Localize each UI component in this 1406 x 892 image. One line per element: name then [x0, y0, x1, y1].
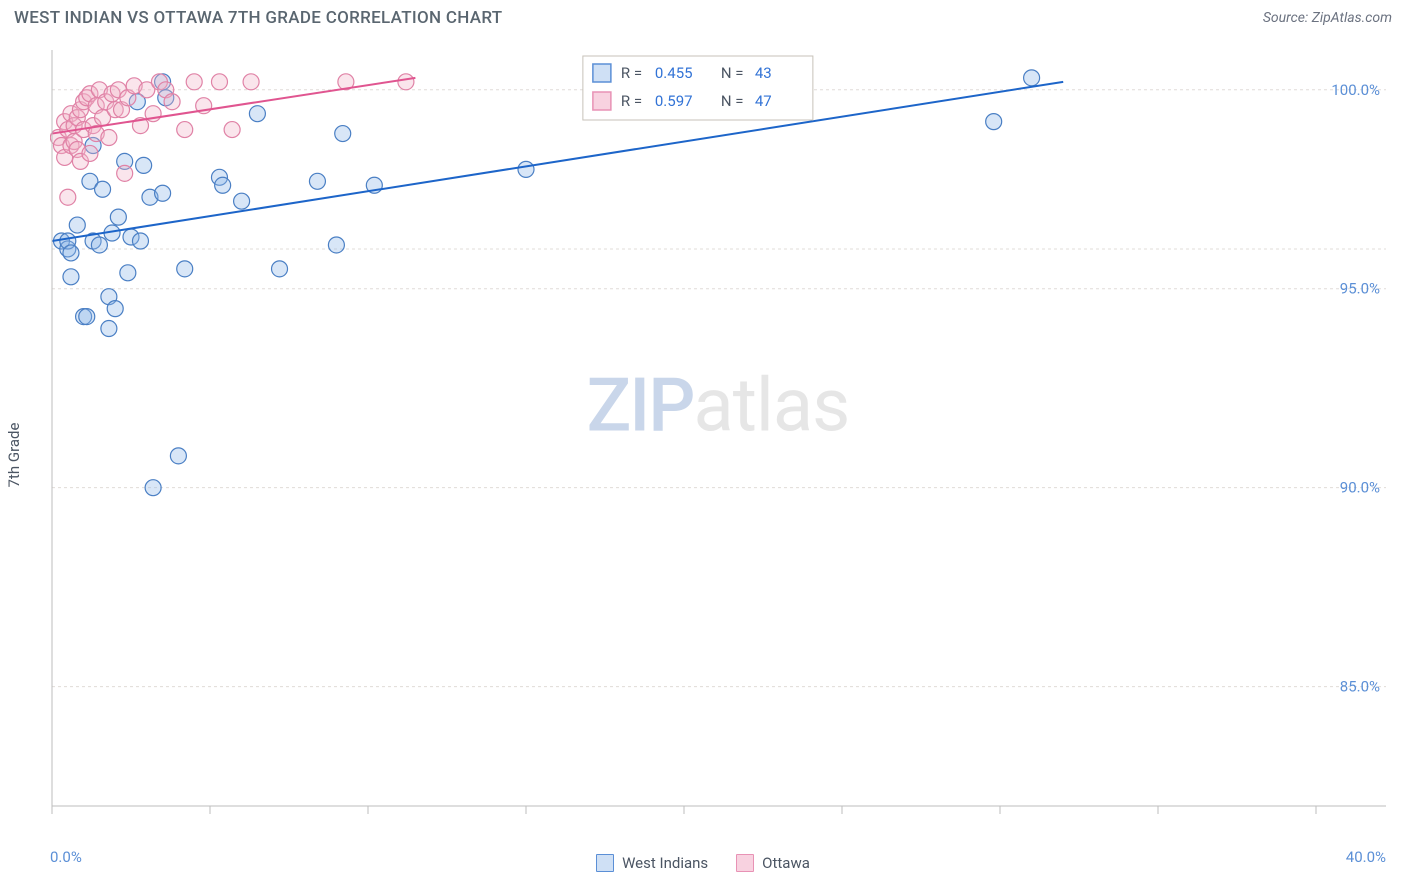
data-point: [234, 193, 250, 209]
legend-item: West Indians: [596, 854, 708, 872]
legend-item: Ottawa: [736, 854, 810, 872]
data-point: [63, 269, 79, 285]
data-point: [107, 301, 123, 317]
data-point: [101, 321, 117, 337]
data-point: [272, 261, 288, 277]
legend-swatch: [593, 64, 611, 82]
data-point: [249, 106, 265, 122]
data-point: [120, 265, 136, 281]
data-point: [518, 161, 534, 177]
data-point: [117, 165, 133, 181]
legend-n-value: 43: [755, 64, 772, 82]
data-point: [132, 233, 148, 249]
data-point: [95, 181, 111, 197]
data-point: [186, 74, 202, 90]
data-point: [60, 189, 76, 205]
y-tick-label: 90.0%: [1340, 479, 1380, 497]
data-point: [63, 245, 79, 261]
y-tick-label: 100.0%: [1331, 81, 1380, 99]
svg-text:R =: R =: [621, 92, 642, 110]
data-point: [110, 209, 126, 225]
svg-text:N =: N =: [721, 64, 744, 82]
y-tick-label: 95.0%: [1340, 280, 1380, 298]
chart-title: WEST INDIAN VS OTTAWA 7TH GRADE CORRELAT…: [14, 8, 502, 28]
data-point: [82, 145, 98, 161]
data-point: [328, 237, 344, 253]
y-axis-label: 7th Grade: [5, 423, 23, 488]
data-point: [136, 157, 152, 173]
data-point: [243, 74, 259, 90]
data-point: [69, 217, 85, 233]
data-point: [155, 185, 171, 201]
legend-r-value: 0.455: [655, 64, 693, 82]
data-point: [398, 74, 414, 90]
legend-r-value: 0.597: [655, 92, 693, 110]
data-point: [164, 94, 180, 110]
legend-label: West Indians: [622, 854, 708, 872]
chart-plot-area: 85.0% 90.0% 95.0% 100.0% R = 0.455 N = 43 R = 0.5…: [50, 50, 1386, 824]
data-point: [177, 122, 193, 138]
y-tick-label: 85.0%: [1340, 678, 1380, 696]
chart-source: Source: ZipAtlas.com: [1263, 10, 1392, 26]
bottom-legend: West Indians Ottawa: [0, 854, 1406, 872]
data-point: [91, 237, 107, 253]
legend-swatch: [596, 854, 614, 872]
data-point: [177, 261, 193, 277]
svg-text:N =: N =: [721, 92, 744, 110]
data-point: [211, 74, 227, 90]
data-point: [79, 309, 95, 325]
data-point: [170, 448, 186, 464]
data-point: [1024, 70, 1040, 86]
data-point: [309, 173, 325, 189]
legend-label: Ottawa: [762, 854, 810, 872]
svg-text:R =: R =: [621, 64, 642, 82]
data-point: [215, 177, 231, 193]
data-point: [101, 130, 117, 146]
legend-n-value: 47: [755, 92, 772, 110]
data-point: [224, 122, 240, 138]
data-point: [335, 126, 351, 142]
data-point: [145, 480, 161, 496]
legend-swatch: [593, 92, 611, 110]
stats-legend-box: [583, 56, 813, 120]
data-point: [986, 114, 1002, 130]
legend-swatch: [736, 854, 754, 872]
